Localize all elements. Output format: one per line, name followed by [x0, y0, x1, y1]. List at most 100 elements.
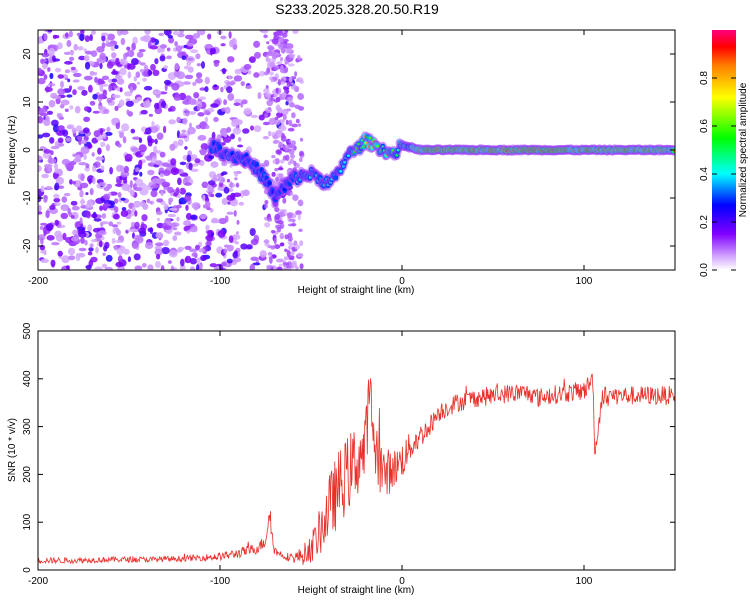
noise-speckle	[245, 85, 253, 90]
noise-speckle	[62, 232, 67, 241]
noise-speckle	[277, 167, 284, 171]
noise-speckle	[62, 129, 69, 137]
noise-speckle	[120, 210, 129, 217]
noise-speckle	[204, 86, 209, 93]
noise-speckle	[290, 153, 295, 159]
noise-speckle	[166, 55, 172, 60]
snr-marks	[38, 373, 675, 565]
noise-speckle	[177, 33, 185, 38]
noise-speckle	[61, 255, 70, 264]
noise-speckle	[54, 67, 62, 73]
noise-speckle	[115, 240, 123, 243]
noise-speckle	[167, 107, 173, 112]
noise-speckle	[100, 83, 109, 87]
noise-speckle	[145, 127, 152, 135]
noise-speckle	[89, 34, 93, 42]
noise-speckle	[195, 244, 200, 251]
noise-speckle	[81, 139, 87, 145]
noise-speckle	[287, 236, 293, 242]
noise-speckle	[220, 86, 224, 93]
noise-speckle	[126, 46, 131, 51]
colorbar-tick-label: 0.2	[699, 215, 710, 229]
noise-speckle	[40, 258, 49, 263]
noise-speckle	[172, 30, 180, 36]
noise-speckle	[40, 222, 48, 226]
noise-speckle	[266, 41, 270, 45]
noise-speckle	[111, 52, 117, 59]
noise-speckle	[68, 30, 73, 38]
noise-speckle	[198, 96, 207, 100]
noise-speckle	[132, 36, 138, 45]
noise-speckle	[298, 106, 305, 111]
noise-speckle	[54, 168, 61, 174]
noise-speckle	[195, 53, 201, 60]
noise-speckle	[266, 217, 273, 222]
noise-speckle	[134, 221, 140, 230]
noise-speckle	[50, 150, 54, 156]
noise-speckle	[105, 42, 114, 47]
noise-speckle	[75, 125, 83, 132]
noise-speckle	[236, 220, 240, 225]
noise-speckle	[176, 216, 180, 222]
noise-speckle	[209, 263, 218, 268]
noise-speckle	[228, 235, 234, 243]
noise-speckle	[271, 171, 276, 177]
noise-speckle	[142, 77, 148, 82]
noise-speckle	[223, 132, 228, 138]
noise-speckle	[154, 260, 161, 269]
noise-speckle	[138, 144, 147, 153]
noise-speckle	[292, 30, 299, 34]
noise-speckle	[249, 228, 256, 236]
noise-speckle	[54, 163, 58, 170]
noise-speckle	[188, 98, 197, 105]
noise-speckle	[287, 212, 293, 219]
noise-speckle	[196, 264, 200, 270]
noise-speckle	[105, 254, 113, 262]
noise-speckle	[170, 158, 177, 166]
noise-speckle	[196, 257, 201, 265]
noise-speckle	[199, 87, 206, 91]
noise-speckle	[184, 74, 194, 80]
noise-speckle	[163, 225, 172, 231]
noise-speckle	[281, 121, 285, 130]
noise-speckle	[114, 105, 119, 111]
noise-speckle	[191, 252, 198, 257]
noise-speckle	[226, 126, 232, 133]
noise-speckle	[139, 182, 147, 189]
noise-speckle	[283, 256, 288, 261]
noise-speckle	[88, 84, 93, 93]
noise-speckle	[109, 191, 118, 196]
noise-speckle	[112, 94, 121, 99]
noise-speckle	[210, 232, 214, 237]
noise-speckle	[181, 129, 187, 133]
noise-speckle	[276, 220, 284, 225]
noise-speckle	[205, 124, 210, 130]
noise-speckle	[286, 108, 292, 112]
noise-speckle	[271, 38, 279, 45]
noise-speckle	[205, 47, 209, 52]
noise-speckle	[65, 32, 69, 38]
noise-speckle	[135, 235, 144, 244]
noise-speckle	[220, 43, 226, 47]
noise-speckle	[161, 247, 171, 255]
noise-speckle	[152, 69, 160, 77]
noise-speckle	[286, 81, 291, 88]
noise-speckle	[285, 88, 290, 94]
noise-speckle	[275, 104, 281, 111]
noise-speckle	[65, 236, 73, 244]
noise-speckle	[227, 56, 235, 63]
noise-speckle	[147, 135, 152, 143]
noise-speckle	[183, 220, 192, 227]
noise-speckle	[213, 84, 217, 88]
noise-speckle	[185, 109, 190, 117]
colorbar-tick-label: 0.0	[699, 263, 710, 277]
noise-speckle	[265, 92, 272, 98]
noise-speckle	[143, 100, 151, 108]
noise-speckle	[277, 79, 281, 86]
noise-speckle	[138, 159, 143, 168]
noise-speckle	[79, 189, 84, 198]
colorbar: 0.0 0.2 0.4 0.6 0.8 Normalized spectral ampl…	[699, 30, 749, 277]
noise-speckle	[226, 81, 235, 86]
noise-speckle	[38, 211, 43, 215]
noise-speckle	[149, 227, 153, 235]
